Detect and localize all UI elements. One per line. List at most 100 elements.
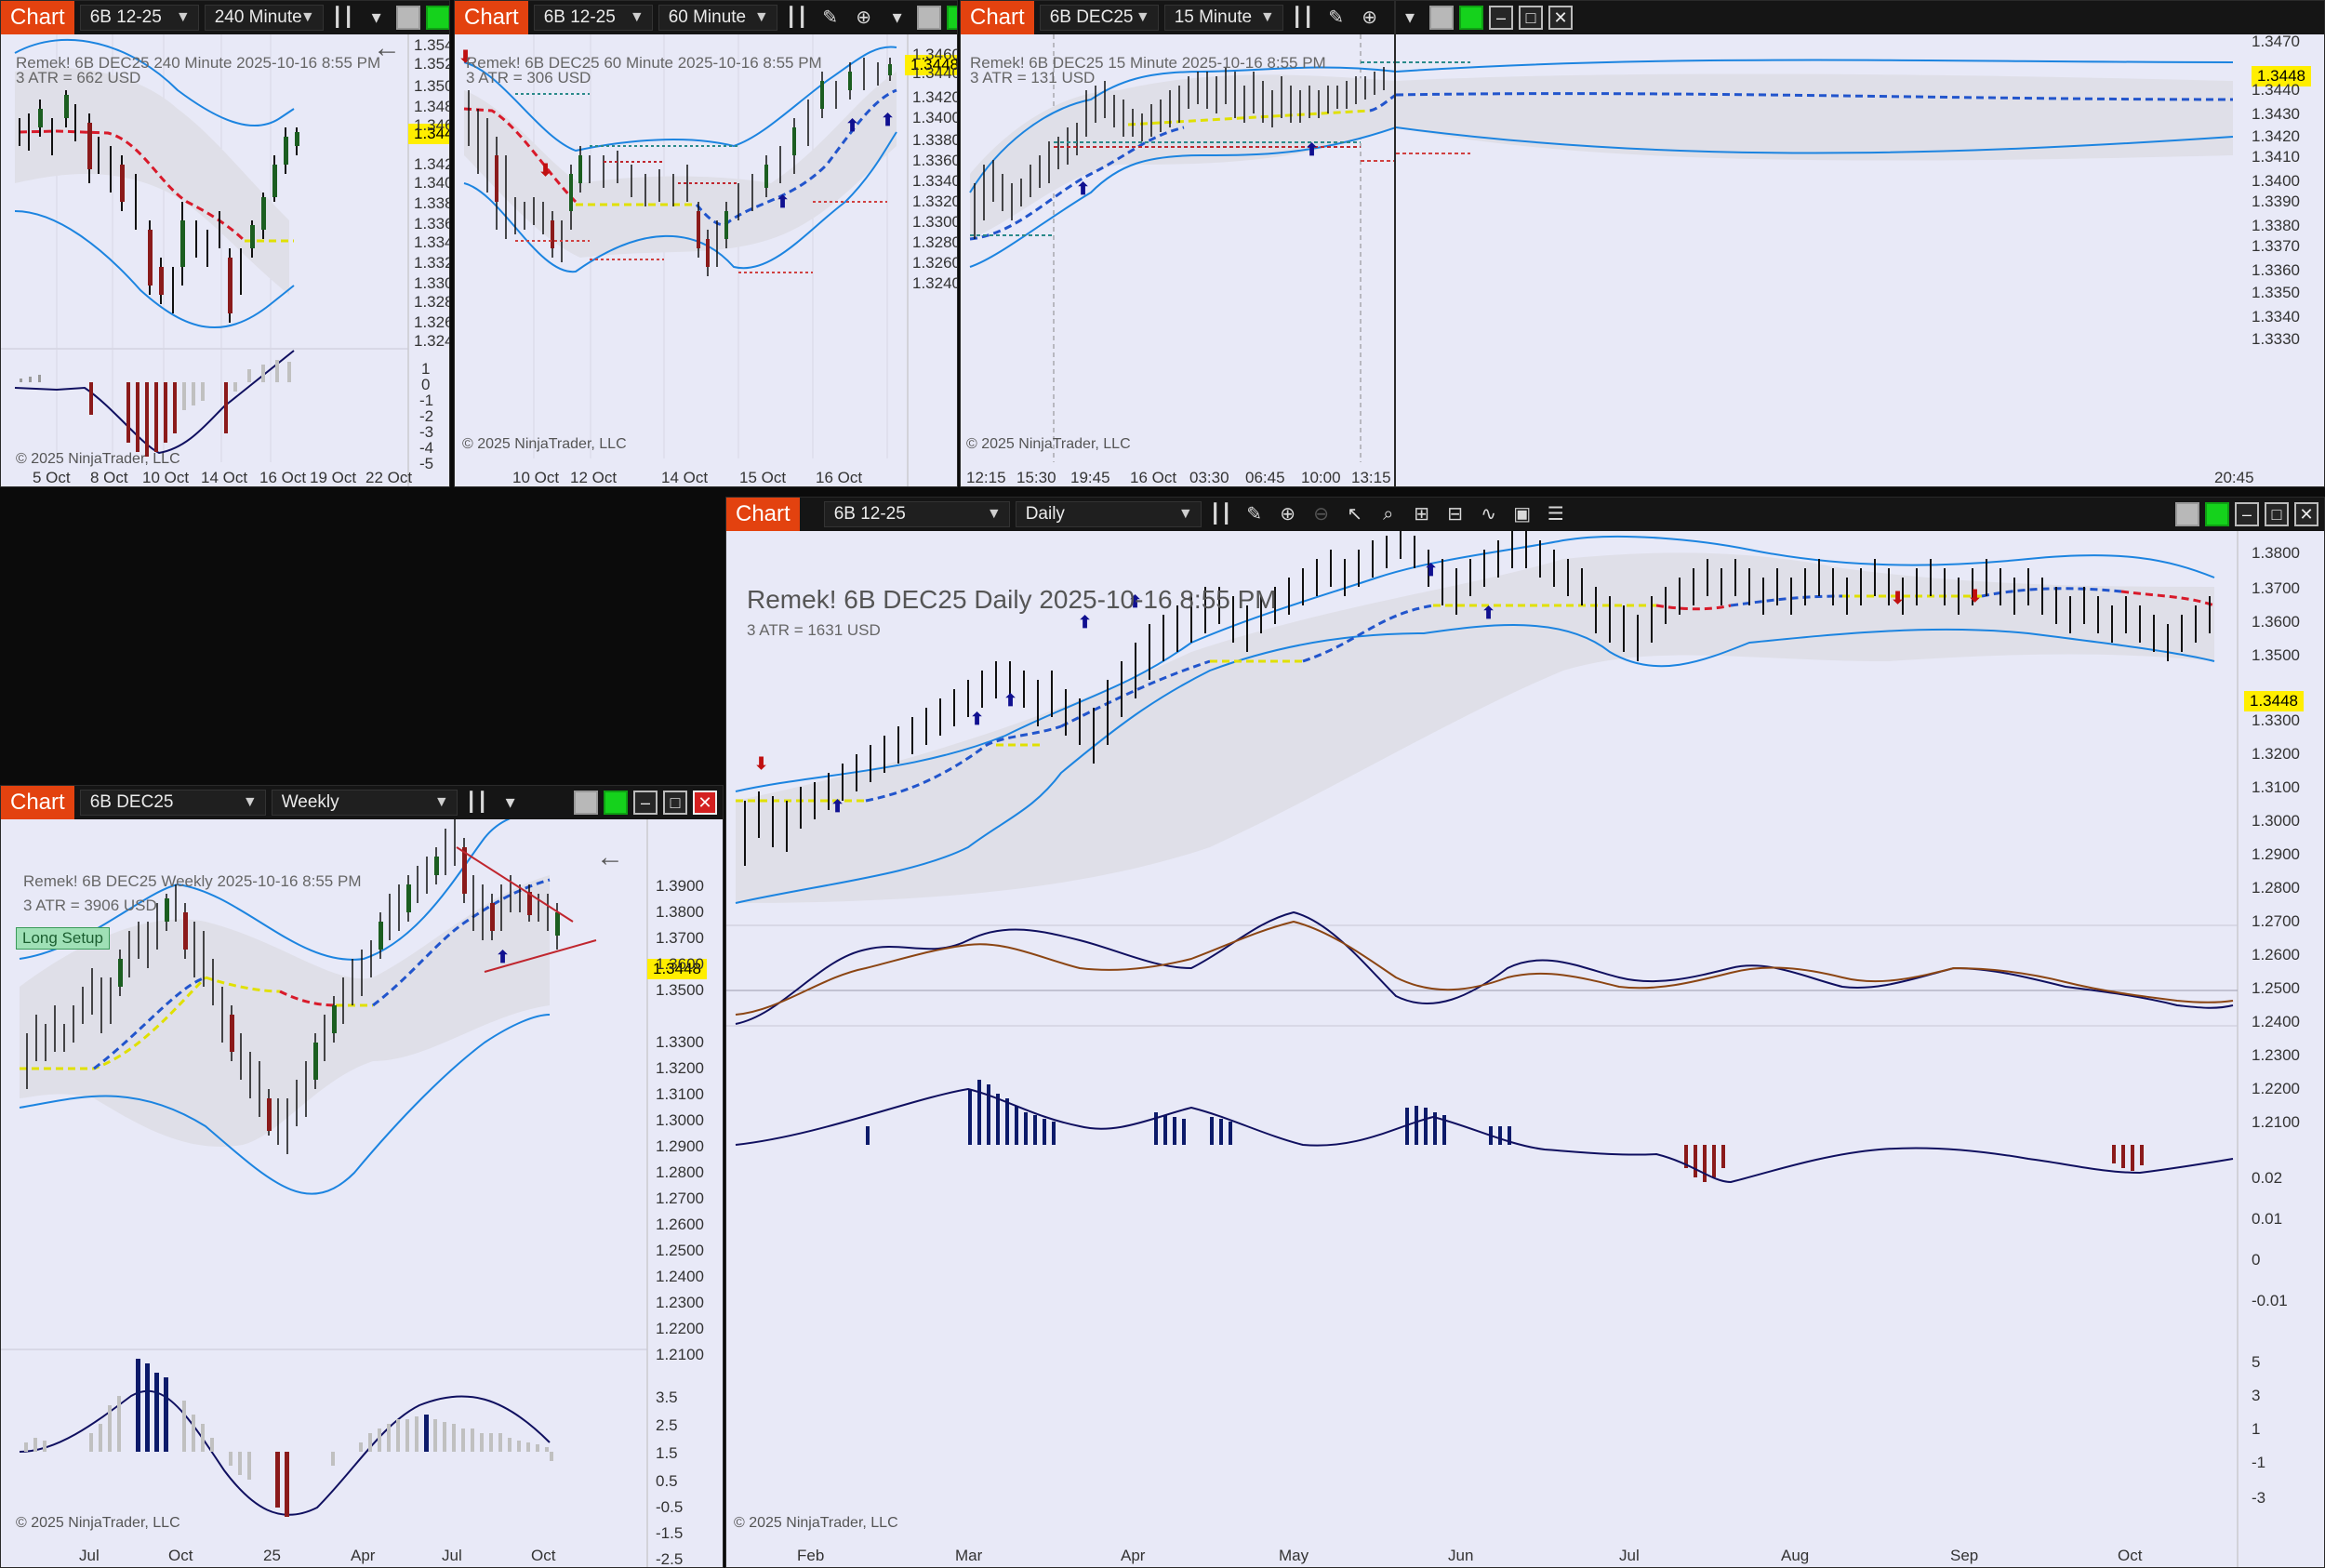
chart-title: Remek! 6B DEC25 Weekly 2025-10-16 8:55 P… [23,872,362,890]
connection-status-button[interactable] [604,791,628,815]
link-color-button[interactable] [1429,6,1454,30]
connection-status-button[interactable] [1459,6,1483,30]
link-color-button[interactable] [395,6,420,30]
svg-text:⬆: ⬆ [970,710,984,728]
instrument-selector[interactable]: 6B DEC25 ▼ [1039,5,1159,31]
chart-menu-button[interactable]: Chart [726,498,800,531]
zoom-in-icon[interactable]: ⊕ [1280,504,1296,525]
copyright-label: © 2025 NinjaTrader, LLC [16,1515,180,1531]
drawing-pencil-icon[interactable]: ✎ [822,7,839,28]
instrument-selector[interactable]: 6B 12-25 ▼ [79,5,199,31]
toolbar-more-icon[interactable]: ▾ [505,792,515,813]
instrument-selector[interactable]: 6B 12-25 ▼ [533,5,653,31]
minimize-button[interactable]: – [2235,502,2259,526]
link-color-button[interactable] [2175,502,2199,526]
instrument-selector[interactable]: 6B DEC25 ▼ [79,790,266,816]
list-icon[interactable]: ☰ [1547,504,1564,525]
indicators-icon[interactable]: ∿ [1481,504,1497,525]
interval-selector[interactable]: 15 Minute ▼ [1163,5,1283,31]
svg-text:⬇: ⬇ [458,47,472,66]
zoom-out-icon[interactable]: ⊖ [1313,504,1330,525]
chart-toolbar: Chart 6B 12-25 ▼ Daily ▼ ┃┃ ✎ ⊕ ⊖ ↖ ⌕ ⊞ ⊟ … [726,498,2324,531]
toolbar-more-icon[interactable]: ▾ [371,7,381,28]
price-axis: 1.3800 1.3700 1.3600 1.3500 1.3300 1.3200 1.31… [2252,544,2300,1507]
chart-window-daily: Chart 6B 12-25 ▼ Daily ▼ ┃┃ ✎ ⊕ ⊖ ↖ ⌕ ⊞ ⊟ … [725,497,2325,1568]
maximize-button[interactable]: □ [663,791,687,815]
drawing-pencil-icon[interactable]: ✎ [1328,7,1345,28]
candlestick-chart [1396,59,2234,161]
strategy-icon[interactable]: ⊟ [1447,504,1464,525]
toolbar-more-icon[interactable]: ▾ [1404,7,1415,28]
chevron-down-icon: ▼ [299,9,315,25]
interval-value: 60 Minute [668,7,747,27]
bar-type-icon[interactable]: ┃┃ [1291,7,1314,28]
chart-menu-button[interactable]: Chart [1,1,74,34]
candlestick-chart: ⬇ ⬆ ⬆ ⬆ ⬇ [458,34,909,486]
bar-type-icon[interactable]: ┃┃ [465,792,488,813]
copyright-label: © 2025 NinjaTrader, LLC [966,436,1131,452]
instrument-value: 6B DEC25 [89,792,174,812]
price-axis: 1.3470 1.3440 1.3430 1.3420 1.3410 1.3400 1.33… [2252,33,2300,348]
chevron-down-icon: ▼ [242,794,258,810]
atr-label: 3 ATR = 662 USD [16,69,141,86]
candlestick-chart [1,34,409,486]
interval-value: 15 Minute [1174,7,1253,27]
price-panel[interactable]: ⬆ ⬆ [961,34,1394,486]
minimize-button[interactable]: – [1489,6,1513,30]
chart-title: Remek! 6B DEC25 60 Minute 2025-10-16 8:5… [466,54,822,72]
svg-text:⬆: ⬆ [1128,592,1142,611]
svg-text:⬆: ⬆ [845,116,859,135]
toolbar-more-icon[interactable]: ▾ [892,7,902,28]
link-color-button[interactable] [916,6,941,30]
interval-selector[interactable]: Weekly ▼ [271,790,458,816]
minimize-button[interactable]: – [633,791,658,815]
link-color-button[interactable] [574,791,598,815]
atr-label: 3 ATR = 131 USD [970,69,1096,86]
interval-value: Weekly [281,792,339,812]
chart-window-weekly: Chart 6B DEC25 ▼ Weekly ▼ ┃┃ ▾ – □ ✕ [0,785,724,1568]
atr-label: 3 ATR = 1631 USD [747,621,881,639]
connection-status-button[interactable] [425,6,449,30]
zoom-in-icon[interactable]: ⊕ [856,7,872,28]
drawing-pencil-icon[interactable]: ✎ [1246,504,1263,525]
price-panel[interactable]: ⬆ ⬆ ⬆ ⬆ ⬆ ⬆ ⬆ ⬇ ⬇ ⬇ [726,531,2324,1567]
chart-title: Remek! 6B DEC25 240 Minute 2025-10-16 8:… [16,54,381,72]
properties-icon[interactable]: ▣ [1513,504,1532,525]
data-box-icon[interactable]: ⌕ [1383,504,1394,525]
close-button[interactable]: ✕ [1548,6,1573,30]
chart-menu-button[interactable]: Chart [455,1,528,34]
bar-type-icon[interactable]: ┃┃ [331,7,354,28]
chevron-down-icon: ▼ [433,794,449,810]
chart-toolbar: Chart 6B 12-25▼ 240 Minute▼ ┃┃ ▾ – □ ✕ [1,1,449,34]
last-price-marker: 1.3448 [2252,66,2311,86]
close-button[interactable]: ✕ [2294,502,2318,526]
close-button[interactable]: ✕ [693,791,717,815]
price-panel[interactable]: ⬆ [1,819,723,1567]
maximize-button[interactable]: □ [2265,502,2289,526]
interval-selector[interactable]: Daily ▼ [1015,501,1202,527]
bar-type-icon[interactable]: ┃┃ [785,7,808,28]
chart-toolbar: Chart 6B 12-25▼ 60 Minute▼ ┃┃ ✎ ⊕ ▾ – □ … [455,1,957,34]
connection-status-button[interactable] [2205,502,2229,526]
price-panel[interactable] [1,34,449,486]
svg-text:⬇: ⬇ [754,754,768,773]
price-panel[interactable] [1396,34,2324,486]
setup-badge: Long Setup [16,927,110,950]
back-arrow-icon[interactable]: ← [596,842,624,872]
templates-icon[interactable]: ⊞ [1414,504,1430,525]
copyright-label: © 2025 NinjaTrader, LLC [462,436,627,452]
pointer-icon[interactable]: ↖ [1347,504,1363,525]
interval-selector[interactable]: 240 Minute ▼ [204,5,324,31]
price-panel[interactable]: ⬇ ⬆ ⬆ ⬆ ⬇ [455,34,957,486]
connection-status-button[interactable] [946,6,957,30]
zoom-in-icon[interactable]: ⊕ [1362,7,1378,28]
instrument-selector[interactable]: 6B 12-25 ▼ [823,501,1010,527]
chart-menu-button[interactable]: Chart [1,786,74,819]
back-arrow-icon[interactable]: ← [373,33,401,63]
interval-selector[interactable]: 60 Minute ▼ [658,5,777,31]
bar-type-icon[interactable]: ┃┃ [1209,504,1232,525]
maximize-button[interactable]: □ [1519,6,1543,30]
chart-title: Remek! 6B DEC25 Daily 2025-10-16 8:55 PM [747,585,1277,614]
chart-menu-button[interactable]: Chart [961,1,1034,34]
chart-window-15min-right: ▾ – □ ✕ 1.3448 1.3470 1.3440 1.3430 1.3420 1… [1395,0,2325,487]
